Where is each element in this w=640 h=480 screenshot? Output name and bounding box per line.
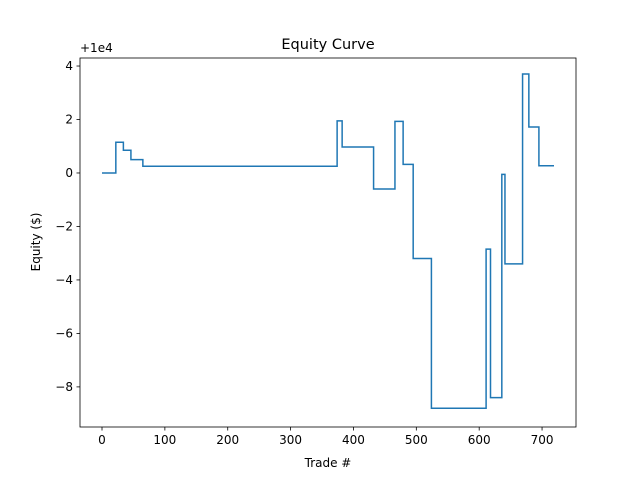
x-tick-label: 100	[153, 433, 176, 447]
x-tick-label: 600	[468, 433, 491, 447]
y-tick-label: 0	[65, 166, 73, 180]
x-tick-label: 700	[531, 433, 554, 447]
y-tick-label: −8	[55, 380, 73, 394]
chart-title: Equity Curve	[281, 37, 374, 53]
y-tick-label: −4	[55, 273, 73, 287]
x-tick-label: 500	[405, 433, 428, 447]
x-tick-label: 400	[342, 433, 365, 447]
x-axis-label: Trade #	[304, 456, 352, 470]
y-tick-label: −2	[55, 219, 73, 233]
y-tick-label: 4	[65, 59, 73, 73]
y-axis-label: Equity ($)	[29, 213, 43, 272]
equity-line	[102, 73, 554, 410]
x-tick-label: 200	[216, 433, 239, 447]
x-tick-label: 0	[98, 433, 106, 447]
x-tick-label: 300	[279, 433, 302, 447]
axes-frame	[79, 57, 577, 428]
plot-area: 0 100 200 300 400 500 600 700 4 2 0 −2 −4 −6 −8	[55, 57, 577, 447]
y-tick-label: 2	[65, 113, 73, 127]
y-axis-offset-label: +1e4	[80, 41, 113, 55]
y-tick-label: −6	[55, 326, 73, 340]
